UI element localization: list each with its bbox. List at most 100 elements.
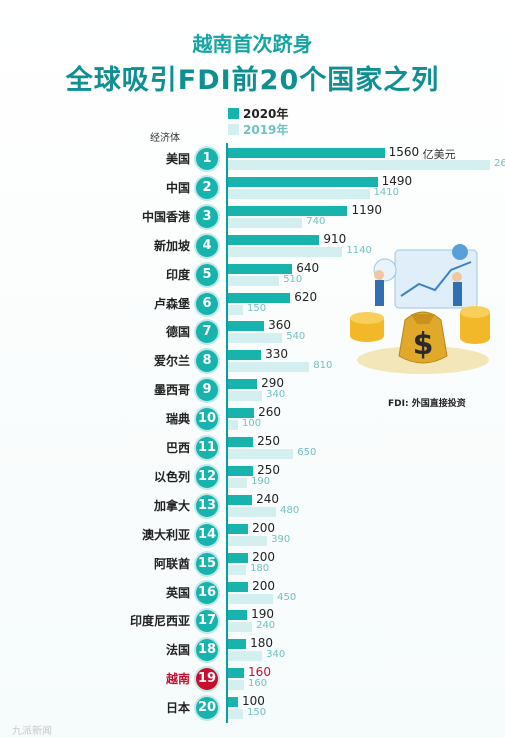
country-label: 美国 (165, 152, 190, 166)
bar-2019 (228, 246, 343, 257)
rank-badge: 18 (196, 639, 218, 662)
rank-badge: 16 (196, 581, 218, 604)
country-label: 中国香港 (141, 209, 190, 224)
bar-2020 (228, 148, 385, 158)
bar-2020 (228, 523, 249, 534)
value-label-2020: 620 (294, 289, 318, 304)
country-label: 加拿大 (153, 498, 190, 513)
rank-badge: 8 (196, 350, 218, 373)
value-label-2020: 200 (252, 549, 275, 564)
column-header: 经济体 (150, 133, 180, 144)
bar-2019 (228, 391, 263, 402)
title-line1: 越南首次跻身 (192, 32, 313, 56)
bar-2019 (228, 477, 248, 488)
rank-badge: 13 (196, 494, 218, 517)
bar-2020 (228, 176, 378, 187)
rank-badge: 15 (196, 552, 218, 575)
bar-2020 (228, 581, 249, 592)
bar-2019 (228, 709, 244, 720)
value-label-2019: 480 (280, 504, 300, 516)
rank-badge: 5 (196, 263, 218, 286)
bar-2019 (228, 651, 263, 662)
legend-swatch-2020 (228, 108, 239, 119)
country-label: 新加坡 (153, 238, 190, 253)
country-label: 越南 (165, 672, 190, 687)
rank-badge: 7 (196, 321, 218, 344)
country-label: 澳大利亚 (141, 527, 190, 542)
rank-badge: 6 (196, 292, 218, 315)
bar-2019 (228, 535, 268, 546)
rank-badge: 17 (196, 610, 218, 633)
legend-label-2019: 2019年 (243, 123, 289, 137)
bar-2020 (228, 552, 249, 563)
bar-2019 (228, 362, 310, 373)
value-label-2020: 250 (257, 462, 280, 477)
value-label-2020: 360 (268, 318, 292, 333)
value-label-2019: 740 (306, 215, 326, 227)
country-label: 爱尔兰 (153, 354, 190, 369)
bar-2020 (228, 234, 320, 245)
value-label-2020: 260 (258, 405, 281, 420)
value-label-2019: 150 (247, 707, 267, 719)
rank-badge: 14 (196, 523, 218, 546)
bar-2019 (228, 564, 247, 575)
legend-swatch-2019 (228, 124, 239, 135)
country-label: 卢森堡 (153, 296, 190, 311)
value-label-2020: 1490 (381, 173, 413, 188)
country-label: 印度尼西亚 (129, 614, 190, 629)
country-label: 以色列 (153, 469, 190, 484)
title-line2: 全球吸引FDI前20个国家之列 (65, 65, 440, 96)
bar-2019 (228, 420, 239, 431)
value-label-2019: 2610 (494, 158, 505, 169)
value-label-2019: 160 (248, 678, 268, 690)
value-label-2020: 180 (250, 636, 273, 651)
value-label-2020: 250 (257, 434, 280, 448)
bar-2020 (228, 205, 348, 216)
bar-2019 (228, 449, 294, 459)
country-label: 墨西哥 (153, 383, 190, 398)
value-label-2020: 190 (251, 607, 274, 622)
value-label-2019: 810 (313, 360, 333, 372)
rank-badge: 11 (196, 437, 218, 459)
bar-2020 (228, 408, 255, 419)
bar-2020 (228, 639, 247, 650)
value-label-2020: 640 (296, 260, 320, 275)
value-label-2019: 650 (297, 447, 317, 458)
value-label-2020: 160 (248, 665, 271, 680)
axis-line (226, 143, 228, 723)
bar-2020 (228, 321, 265, 332)
value-label-2020: 200 (252, 578, 275, 593)
bar-2019 (228, 622, 253, 633)
value-label-2020: 100 (242, 694, 265, 709)
value-label-2020: 200 (252, 520, 275, 535)
value-label-2020: 290 (261, 376, 285, 391)
bar-2019 (228, 506, 277, 517)
country-label: 印度 (165, 267, 190, 282)
rank-badge: 2 (196, 176, 218, 199)
investment-illustration: $ (350, 244, 490, 374)
value-label-2019: 510 (283, 273, 303, 285)
bar-2020 (228, 697, 239, 708)
bar-2020 (228, 292, 291, 303)
bar-2019 (228, 275, 280, 286)
bar-2020 (228, 379, 258, 390)
value-label-2019: 450 (277, 591, 297, 603)
rank-badge: 9 (196, 379, 218, 402)
bar-2019 (228, 333, 283, 344)
svg-text:$: $ (413, 327, 434, 362)
rank-badge: 1 (196, 148, 218, 170)
rank-badge: 12 (196, 465, 218, 488)
rank-badge: 20 (196, 697, 218, 720)
value-label-2019: 150 (247, 302, 267, 314)
bar-2019 (228, 188, 370, 199)
value-label-2019: 240 (256, 620, 276, 632)
bar-2020 (228, 465, 254, 476)
watermark: 九派新闻 (12, 726, 52, 737)
bar-2020 (228, 263, 293, 274)
rank-badge: 4 (196, 234, 218, 257)
value-label-2020: 910 (323, 231, 347, 246)
value-label-2019: 1140 (346, 244, 372, 256)
value-label-2019: 1410 (373, 186, 399, 198)
bar-2019 (228, 160, 490, 170)
country-label: 瑞典 (165, 412, 190, 427)
